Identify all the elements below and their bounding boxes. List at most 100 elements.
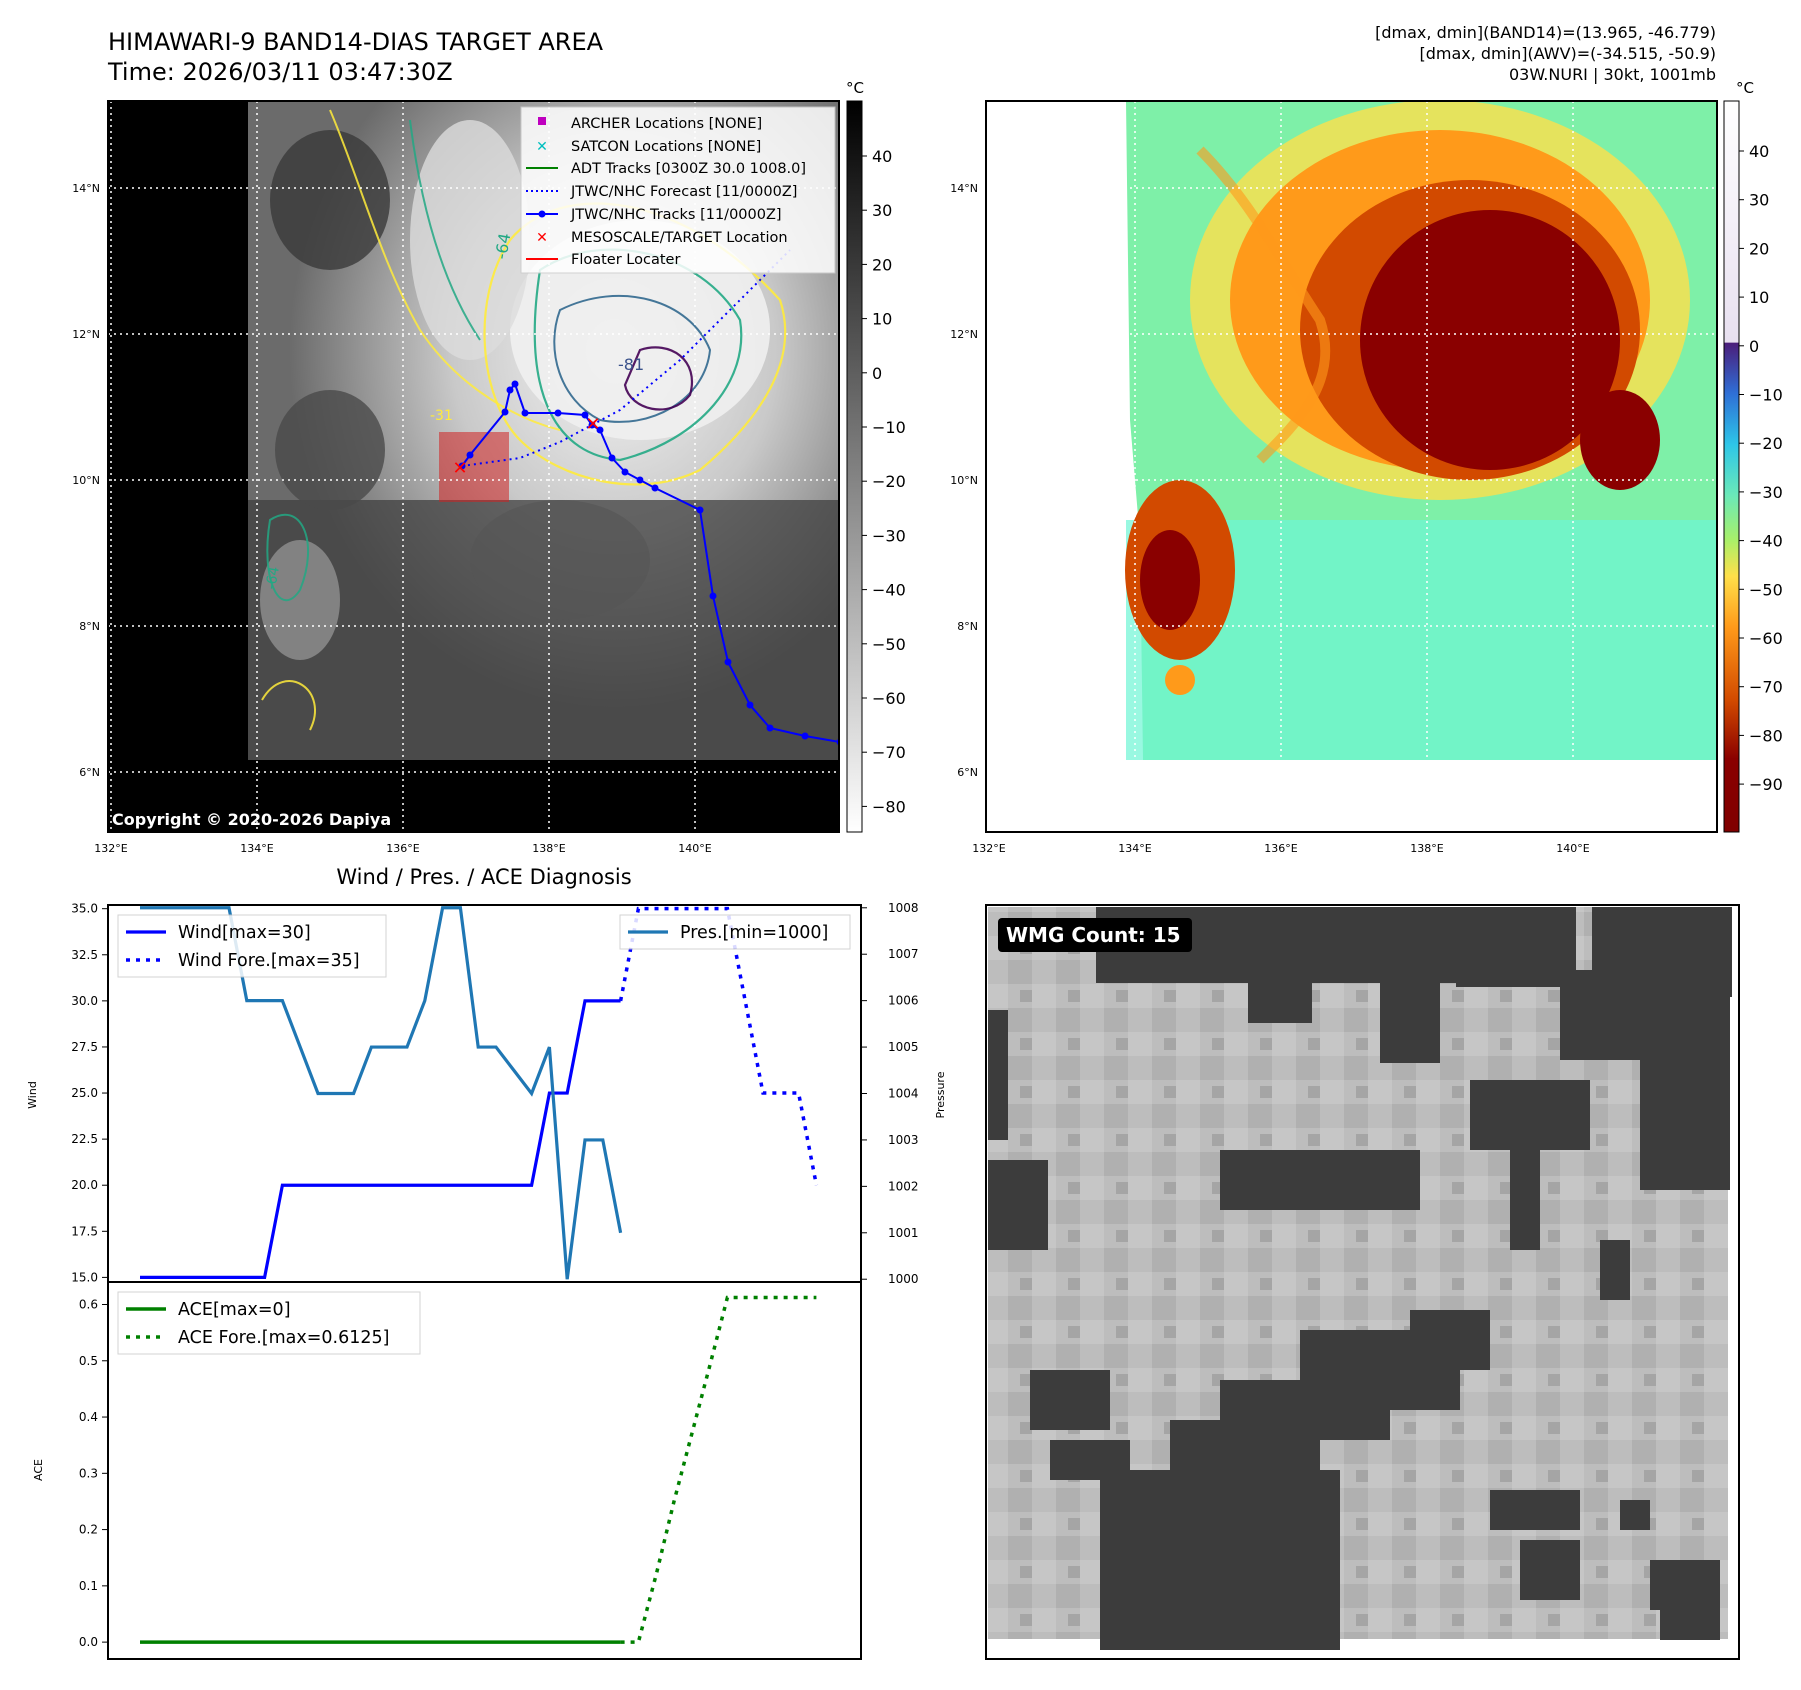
- colorbar-tick-label: 0: [1749, 337, 1759, 356]
- title-line-2: Time: 2026/03/11 03:47:30Z: [107, 58, 453, 86]
- floater-box: [439, 432, 509, 502]
- jtwc-track-point: [596, 426, 604, 434]
- wind-ytick-label: 35.0: [71, 902, 98, 916]
- legend-jtwc-forecast: JTWC/NHC Forecast [11/0000Z]: [570, 184, 797, 200]
- wind-ytick-label: 32.5: [71, 948, 98, 962]
- jtwc-track-point: [501, 408, 509, 416]
- jtwc-track-point: [581, 411, 589, 419]
- title-line-1: HIMAWARI-9 BAND14-DIAS TARGET AREA: [108, 28, 604, 56]
- ace-ytick-label: 0.0: [79, 1635, 98, 1649]
- jtwc-track-point: [651, 484, 659, 492]
- pres-ytick-label: 1001: [888, 1226, 919, 1240]
- lat-tick-label: 6°N: [957, 766, 978, 779]
- jtwc-track-point: [801, 732, 809, 740]
- ace-ytick-label: 0.2: [79, 1523, 98, 1537]
- jtwc-track-point: [746, 701, 754, 709]
- lat-tick-label: 14°N: [950, 182, 978, 195]
- lat-tick-label: 8°N: [957, 620, 978, 633]
- wind-series-line: [140, 999, 621, 1279]
- pres-ytick-label: 1003: [888, 1133, 919, 1147]
- colorbar-tick-label: −30: [872, 526, 906, 545]
- jtwc-track-point: [511, 380, 519, 388]
- wind-yticks: 35.0 32.5 30.0 27.5 25.0 22.5 20.0 17.5 15.0: [71, 902, 108, 1284]
- jtwc-track-point: [608, 454, 616, 462]
- colorbar-tick-label: 40: [1749, 142, 1769, 161]
- track-legend-dot: [538, 210, 546, 218]
- pres-ytick-label: 1004: [888, 1087, 919, 1101]
- pres-ytick-label: 1005: [888, 1040, 919, 1054]
- ace-ytick-label: 0.4: [79, 1410, 98, 1424]
- colorbar-tick-label: −10: [1749, 386, 1783, 405]
- wmg-cold-block: [1456, 907, 1576, 987]
- wind-legend: Wind[max=30] Wind Fore.[max=35]: [117, 914, 387, 978]
- colorbar-tick-label: 20: [1749, 239, 1769, 258]
- archer-legend-marker: [538, 117, 546, 125]
- target-marker-2: ✕: [452, 458, 467, 479]
- lat-tick-label: 10°N: [72, 474, 100, 487]
- diagnosis-title: Wind / Pres. / ACE Diagnosis: [336, 865, 631, 889]
- jtwc-track-point: [466, 451, 474, 459]
- ace-forecast-series-line: [620, 1295, 817, 1644]
- pres-legend: Pres.[min=1000]: [619, 914, 851, 950]
- pres-ytick-label: 1007: [888, 947, 919, 961]
- colorbar-tick-label: −20: [1749, 434, 1783, 453]
- wmg-cold-block: [988, 1160, 1048, 1250]
- wmg-cold-block: [1520, 1540, 1580, 1600]
- wind-legend-label: Wind[max=30]: [178, 923, 311, 943]
- jtwc-forecast-line: [461, 249, 791, 467]
- jtwc-track-point: [636, 476, 644, 484]
- wind-ytick-label: 20.0: [71, 1178, 98, 1192]
- lon-tick-label: 140°E: [1556, 842, 1589, 855]
- wmg-cold-block: [1620, 1500, 1650, 1530]
- colorbar-tick-label: 40: [872, 147, 892, 166]
- wmg-cold-block: [1050, 1440, 1130, 1480]
- jtwc-track-point: [766, 724, 774, 732]
- wmg-cold-block: [1660, 1610, 1720, 1640]
- jtwc-track-point: [709, 592, 717, 600]
- colorbar-tick-label: −10: [872, 418, 906, 437]
- awv-lat-ticks: 14°N 12°N 10°N 8°N 6°N: [950, 182, 978, 779]
- colorbar-tick-label: −50: [872, 635, 906, 654]
- jtwc-track-point: [621, 468, 629, 476]
- jtwc-track-point: [554, 409, 562, 417]
- pressure-series-line: [140, 906, 623, 1280]
- awv-colorbar-unit: °C: [1736, 79, 1754, 97]
- ace-ytick-label: 0.6: [79, 1298, 98, 1312]
- ace-yticks: 0.6 0.5 0.4 0.3 0.2 0.1 0.0: [79, 1298, 108, 1649]
- wind-ytick-label: 27.5: [71, 1040, 98, 1054]
- ace-legend: ACE[max=0] ACE Fore.[max=0.6125]: [117, 1291, 421, 1355]
- jtwc-track-point: [696, 506, 704, 514]
- info-line-3: 03W.NURI | 30kt, 1001mb: [1509, 65, 1716, 84]
- wmg-cold-block: [1300, 1330, 1460, 1410]
- lon-tick-label: 138°E: [1410, 842, 1443, 855]
- legend-floater: Floater Locater: [571, 252, 680, 268]
- ir-colorbar-ticks: 40 30 20 10 0 −10 −20 −30 −40 −50 −60 −70 −80: [862, 147, 906, 816]
- contour-label: -81: [618, 355, 644, 374]
- awv-colorbar-ticks: 40 30 20 10 0 −10 −20 −30 −40 −50 −60 −70 −80 −90: [1739, 142, 1783, 794]
- colorbar-tick-label: 10: [872, 310, 892, 329]
- pres-ylabel: Pressure: [934, 1071, 947, 1118]
- contour-label: -31: [430, 408, 453, 424]
- copyright: Copyright © 2020-2026 Dapiya: [112, 810, 391, 829]
- wmg-count-label: WMG Count: 15: [1006, 923, 1181, 947]
- jtwc-track-point: [506, 386, 514, 394]
- wind-fore-legend-label: Wind Fore.[max=35]: [178, 951, 360, 971]
- colorbar-tick-label: −40: [872, 581, 906, 600]
- lon-tick-label: 134°E: [1118, 842, 1151, 855]
- wmg-cold-block: [1600, 1240, 1630, 1300]
- wind-ytick-label: 30.0: [71, 994, 98, 1008]
- wmg-cold-blocks: [988, 907, 1732, 1650]
- wmg-cold-block: [1490, 1490, 1580, 1530]
- jtwc-track: [458, 380, 839, 746]
- wmg-cold-block: [1650, 1560, 1720, 1610]
- colorbar-tick-label: −60: [1749, 629, 1783, 648]
- pres-ytick-label: 1002: [888, 1179, 919, 1193]
- awv-imagery: [1125, 101, 1717, 760]
- lat-tick-label: 10°N: [950, 474, 978, 487]
- colorbar-tick-label: −50: [1749, 580, 1783, 599]
- wmg-panel: WMG Count: 15: [985, 904, 1740, 1660]
- legend-mesoscale: MESOSCALE/TARGET Location: [571, 230, 788, 246]
- wmg-cold-block: [1380, 983, 1440, 1063]
- target-marker: ✕: [585, 414, 600, 435]
- lat-tick-label: 6°N: [79, 766, 100, 779]
